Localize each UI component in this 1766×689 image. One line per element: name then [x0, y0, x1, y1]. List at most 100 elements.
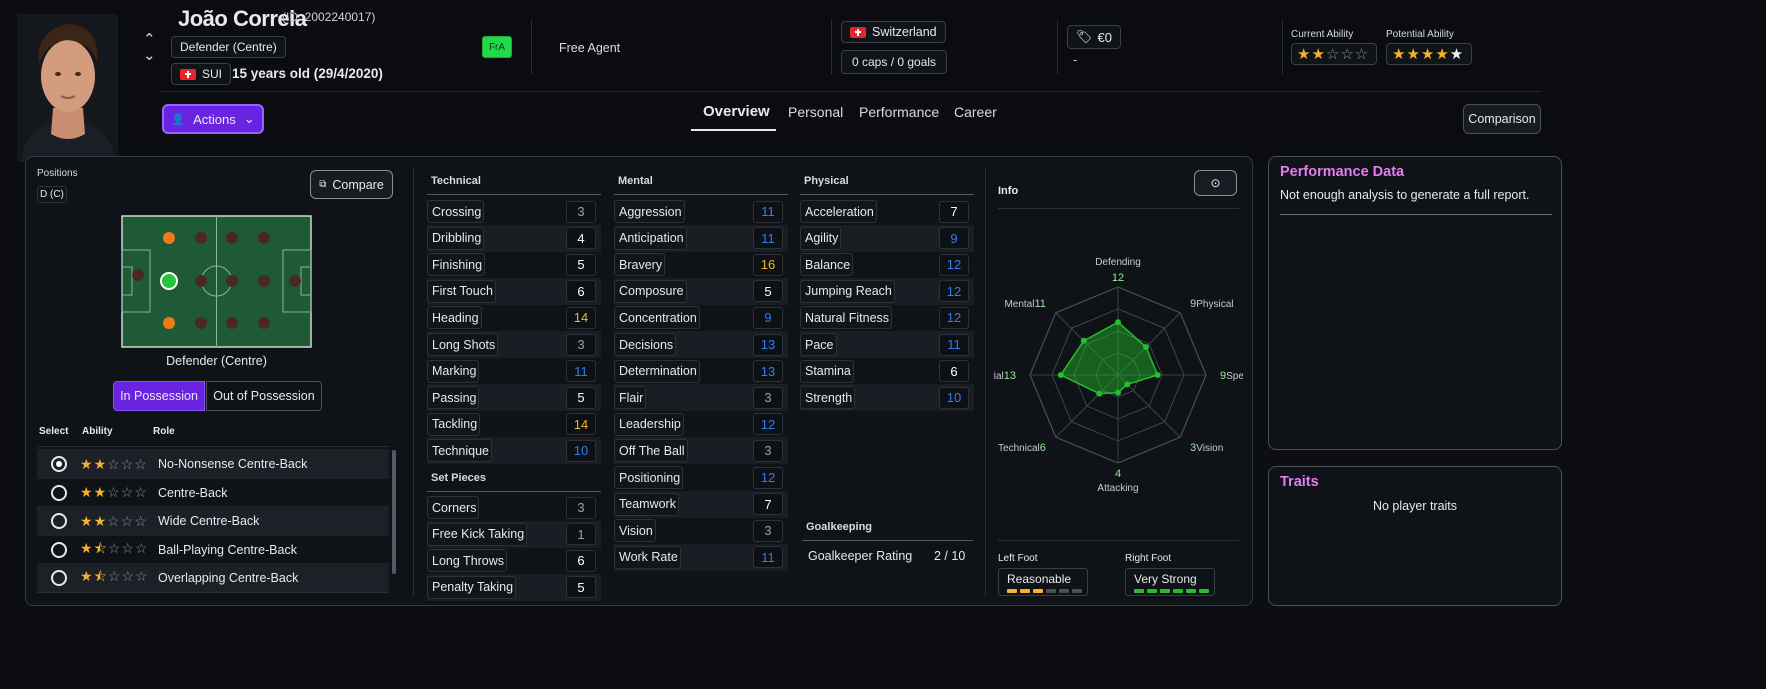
- in-possession-toggle[interactable]: In Possession: [113, 381, 205, 411]
- attribute-row[interactable]: Off The Ball 3: [614, 437, 788, 465]
- role-row[interactable]: ★★☆☆☆ No-Nonsense Centre-Back: [37, 449, 389, 479]
- attribute-value: 7: [939, 200, 969, 223]
- comparison-button[interactable]: Comparison: [1463, 104, 1541, 134]
- attribute-row[interactable]: Jumping Reach 12: [800, 277, 974, 305]
- attribute-name: Leadership: [614, 412, 684, 436]
- attribute-row[interactable]: Flair 3: [614, 384, 788, 412]
- attribute-row[interactable]: Concentration 9: [614, 304, 788, 331]
- attribute-row[interactable]: Natural Fitness 12: [800, 304, 974, 331]
- radar-axis-label: Technical6: [998, 442, 1046, 454]
- out-of-possession-toggle[interactable]: Out of Possession: [206, 381, 322, 411]
- radar-point: [1154, 372, 1161, 378]
- radar-axis-value: 12: [1112, 272, 1124, 284]
- attribute-value: 13: [753, 333, 783, 356]
- attribute-row[interactable]: Aggression 11: [614, 198, 788, 225]
- value-subtext: -: [1073, 52, 1078, 67]
- roles-header-select: Select: [39, 426, 69, 437]
- attribute-row[interactable]: Work Rate 11: [614, 543, 788, 571]
- attribute-row[interactable]: Vision 3: [614, 517, 788, 544]
- player-photo: [17, 14, 118, 162]
- role-radio[interactable]: [51, 513, 67, 529]
- divider: [1057, 20, 1058, 74]
- role-name: Ball-Playing Centre-Back: [158, 542, 297, 557]
- person-icon: 👤: [171, 113, 186, 126]
- player-id: (ID: 2002240017): [282, 10, 376, 24]
- tab-performance[interactable]: Performance: [859, 104, 940, 120]
- attribute-row[interactable]: Strength 10: [800, 384, 974, 412]
- role-row[interactable]: ★★☆☆☆ Centre-Back: [37, 478, 389, 508]
- next-player-chevron-icon[interactable]: ⌄: [143, 47, 156, 64]
- attribute-value: 3: [753, 386, 783, 409]
- role-radio[interactable]: [51, 570, 67, 586]
- role-row[interactable]: ★⯪☆☆☆ Ball-Playing Centre-Back: [37, 535, 389, 565]
- attribute-row[interactable]: Positioning 12: [614, 464, 788, 491]
- attribute-row[interactable]: Heading 14: [427, 304, 601, 331]
- attribute-value: 12: [939, 306, 969, 329]
- attribute-row[interactable]: Free Kick Taking 1: [427, 520, 601, 548]
- selected-position-label: Defender (Centre): [166, 354, 267, 368]
- attribute-row[interactable]: Long Shots 3: [427, 331, 601, 358]
- goalkeeping-title: Goalkeeping: [806, 521, 873, 533]
- role-name: Overlapping Centre-Back: [158, 571, 299, 585]
- current-ability-label: Current Ability: [1291, 29, 1354, 40]
- attribute-row[interactable]: Acceleration 7: [800, 198, 974, 225]
- attribute-row[interactable]: First Touch 6: [427, 277, 601, 305]
- tab-career[interactable]: Career: [954, 104, 997, 120]
- role-row[interactable]: ★⯪☆☆☆ Overlapping Centre-Back: [37, 563, 389, 593]
- attribute-row[interactable]: Stamina 6: [800, 358, 974, 385]
- attribute-row[interactable]: Pace 11: [800, 331, 974, 358]
- attribute-row[interactable]: Dribbling 4: [427, 224, 601, 252]
- radar-point: [1143, 343, 1150, 350]
- attribute-row[interactable]: Decisions 13: [614, 331, 788, 358]
- attribute-value: 5: [753, 280, 783, 303]
- country-tag: Switzerland: [841, 21, 946, 43]
- actions-button[interactable]: 👤 Actions ⌄: [162, 104, 264, 134]
- attribute-row[interactable]: Passing 5: [427, 384, 601, 412]
- attribute-row[interactable]: Long Throws 6: [427, 547, 601, 574]
- foot-strength-segment: [1072, 589, 1082, 593]
- attribute-name: Heading: [427, 306, 482, 330]
- attribute-row[interactable]: Tackling 14: [427, 411, 601, 438]
- role-radio[interactable]: [51, 484, 67, 501]
- compare-button[interactable]: ⧉ Compare: [310, 170, 393, 199]
- attribute-row[interactable]: Teamwork 7: [614, 490, 788, 518]
- attribute-row[interactable]: Determination 13: [614, 358, 788, 385]
- attribute-row[interactable]: Corners 3: [427, 494, 601, 521]
- attribute-row[interactable]: Anticipation 11: [614, 224, 788, 252]
- attribute-row[interactable]: Penalty Taking 5: [427, 573, 601, 601]
- attribute-row[interactable]: Bravery 16: [614, 251, 788, 278]
- attribute-value: 3: [753, 439, 783, 462]
- attribute-row[interactable]: Balance 12: [800, 251, 974, 278]
- radar-axis-label: 9Physical: [1190, 298, 1233, 310]
- attribute-row[interactable]: Technique 10: [427, 437, 601, 465]
- role-radio[interactable]: [51, 456, 67, 472]
- prev-player-chevron-icon[interactable]: ⌃: [143, 31, 156, 48]
- attribute-row[interactable]: Composure 5: [614, 277, 788, 305]
- attribute-value: 11: [753, 200, 783, 223]
- role-row[interactable]: ★★☆☆☆ Wide Centre-Back: [37, 506, 389, 536]
- attribute-row[interactable]: Marking 11: [427, 358, 601, 385]
- tab-personal[interactable]: Personal: [788, 104, 844, 120]
- header-divider: [160, 91, 1542, 92]
- player-card-button[interactable]: ⊙: [1194, 170, 1237, 196]
- attribute-name: Passing: [427, 386, 480, 410]
- attribute-row[interactable]: Leadership 12: [614, 411, 788, 438]
- role-radio[interactable]: [51, 541, 67, 558]
- attribute-name: Tackling: [427, 412, 481, 436]
- foot-strength-segment: [1059, 589, 1069, 593]
- right-foot-bar: [1134, 589, 1212, 593]
- tab-overview[interactable]: Overview: [703, 103, 770, 120]
- roles-scrollbar[interactable]: [392, 450, 396, 574]
- attribute-row[interactable]: Finishing 5: [427, 251, 601, 278]
- radar-axis-value: 13: [1004, 370, 1016, 382]
- role-name: No-Nonsense Centre-Back: [158, 457, 308, 471]
- attribute-name: Vision: [614, 519, 656, 543]
- attribute-row[interactable]: Crossing 3: [427, 198, 601, 225]
- role-name: Wide Centre-Back: [158, 514, 260, 528]
- foot-strength-segment: [1147, 589, 1157, 593]
- radar-axis-label: 3Vision: [1190, 442, 1223, 454]
- radar-axis-label: Attacking: [1097, 483, 1138, 494]
- divider: [427, 194, 601, 195]
- attribute-row[interactable]: Agility 9: [800, 224, 974, 252]
- attribute-value: 10: [566, 439, 596, 462]
